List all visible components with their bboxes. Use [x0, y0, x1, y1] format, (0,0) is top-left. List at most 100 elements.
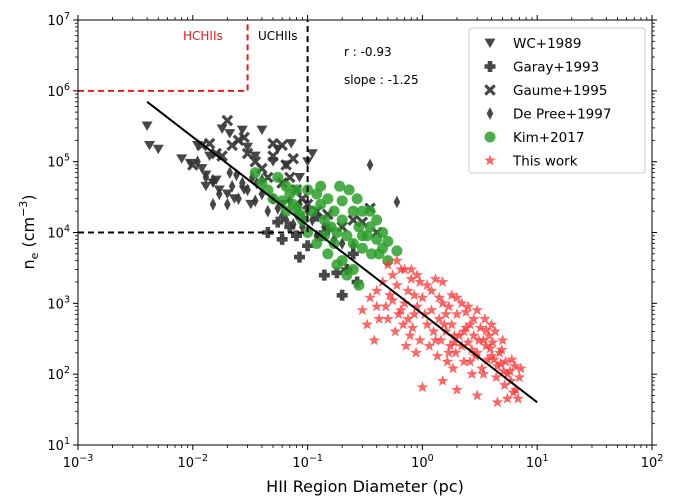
- y-tick-label: 105: [47, 153, 70, 171]
- legend-marker: [486, 107, 494, 120]
- x-tick-label: 10−2: [178, 453, 209, 471]
- data-point: [347, 264, 359, 276]
- data-point: [453, 329, 466, 341]
- hchii-label: HCHIIs: [183, 29, 223, 43]
- data-point: [405, 273, 418, 284]
- data-point: [341, 230, 353, 242]
- data-point: [364, 205, 376, 217]
- data-point: [411, 269, 423, 281]
- data-point: [365, 248, 377, 260]
- data-point: [258, 187, 266, 201]
- x-axis-label: HII Region Diameter (pc): [266, 477, 464, 496]
- data-point: [176, 154, 188, 164]
- data-point: [484, 342, 497, 354]
- data-point: [444, 339, 457, 351]
- x-tick-label: 102: [641, 453, 664, 471]
- data-point: [370, 284, 383, 296]
- svg-text:ne (cm−3): ne (cm−3): [17, 194, 41, 269]
- data-point: [152, 144, 164, 155]
- data-point: [373, 313, 385, 324]
- data-point: [364, 291, 376, 303]
- data-point: [501, 368, 514, 380]
- data-point: [421, 318, 433, 330]
- data-point: [370, 300, 383, 312]
- data-point: [433, 313, 445, 324]
- data-point: [449, 346, 462, 358]
- data-point: [215, 187, 223, 201]
- data-point: [276, 139, 288, 152]
- data-point: [293, 172, 305, 183]
- uchii-boundary: [78, 20, 309, 234]
- data-point: [398, 263, 411, 275]
- data-point: [509, 360, 521, 371]
- data-point: [425, 304, 438, 316]
- data-point: [515, 362, 527, 374]
- data-point: [204, 151, 216, 162]
- legend-item: This work: [484, 154, 578, 170]
- data-point: [471, 304, 483, 316]
- data-point: [306, 149, 318, 159]
- data-point: [293, 251, 305, 263]
- data-point: [224, 197, 231, 211]
- data-point: [499, 355, 512, 367]
- data-point: [249, 167, 261, 179]
- legend-label: Garay+1993: [513, 60, 599, 76]
- data-point: [353, 279, 365, 291]
- data-point: [241, 147, 254, 160]
- data-point: [321, 220, 328, 234]
- y-tick-label: 102: [47, 365, 70, 383]
- data-point: [382, 235, 394, 247]
- data-point: [242, 142, 254, 153]
- data-point: [451, 383, 463, 395]
- data-point: [440, 308, 452, 320]
- data-point: [477, 368, 490, 380]
- data-point: [371, 214, 383, 226]
- data-point: [423, 339, 436, 351]
- data-point: [466, 343, 478, 355]
- data-point: [347, 205, 359, 217]
- data-point: [414, 275, 426, 287]
- data-point: [276, 233, 288, 245]
- data-point: [239, 176, 246, 190]
- data-point: [443, 346, 455, 358]
- data-point: [386, 294, 399, 306]
- uchii-label: UCHIIs: [258, 29, 298, 43]
- data-point: [505, 374, 517, 386]
- data-point: [347, 237, 359, 249]
- data-point: [236, 125, 248, 135]
- data-point: [221, 189, 233, 199]
- data-point: [341, 264, 353, 276]
- correlation-label: r : -0.93: [344, 45, 392, 59]
- data-point: [400, 339, 412, 351]
- data-point: [209, 197, 217, 211]
- data-point: [451, 291, 463, 303]
- data-point: [460, 321, 472, 333]
- data-point: [505, 353, 518, 365]
- data-point: [493, 346, 506, 358]
- data-point: [238, 131, 250, 144]
- data-point: [200, 181, 212, 192]
- data-point: [485, 350, 498, 361]
- data-point: [458, 325, 470, 337]
- data-point: [280, 205, 292, 217]
- data-point: [216, 124, 228, 134]
- data-point: [351, 193, 363, 205]
- legend-label: Gaume+1995: [513, 83, 607, 99]
- data-point: [429, 334, 442, 346]
- data-point: [249, 171, 256, 184]
- data-point: [322, 193, 334, 205]
- data-point: [501, 392, 514, 404]
- data-point: [347, 248, 359, 260]
- y-tick-label: 101: [47, 436, 70, 454]
- data-point: [495, 343, 508, 355]
- legend-marker: [484, 154, 496, 166]
- data-point: [416, 291, 429, 303]
- data-point: [373, 248, 385, 260]
- legend-item: Gaume+1995: [484, 83, 607, 99]
- data-point: [395, 304, 407, 316]
- data-point: [309, 213, 316, 227]
- data-point: [438, 318, 450, 330]
- data-point: [272, 216, 284, 228]
- data-point: [451, 308, 463, 320]
